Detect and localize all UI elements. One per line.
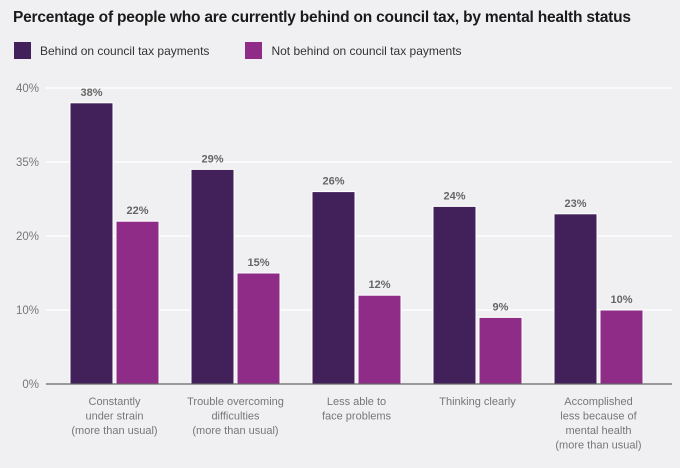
y-tick-label: 40% (16, 83, 39, 95)
legend-item-behind: Behind on council tax payments (14, 42, 209, 59)
x-tick-label: (more than usual) (555, 440, 641, 452)
data-label: 15% (247, 257, 269, 269)
bar-behind (69, 102, 114, 385)
x-tick-label: less because of (560, 411, 637, 423)
bar-behind (190, 168, 235, 385)
data-label: 9% (493, 301, 509, 313)
data-label: 22% (126, 205, 148, 217)
x-tick-label: Trouble overcoming (187, 396, 284, 408)
data-label: 24% (443, 190, 465, 202)
bar-behind (553, 213, 598, 385)
bar-behind (311, 191, 356, 385)
y-tick-label: 35% (16, 157, 39, 169)
y-tick-label: 20% (16, 231, 39, 243)
x-tick-label: Constantly (89, 396, 141, 408)
bar-not-behind (478, 316, 523, 385)
data-label: 29% (201, 153, 223, 165)
x-tick-label: under strain (85, 411, 143, 423)
y-tick-label: 0% (22, 379, 39, 391)
legend-label-behind: Behind on council tax payments (40, 43, 210, 58)
legend: Behind on council tax payments Not behin… (14, 42, 498, 59)
x-tick-label: difficulties (211, 411, 260, 423)
data-label: 26% (322, 176, 344, 188)
legend-swatch-not-behind (245, 42, 263, 59)
y-tick-label: 10% (16, 305, 39, 317)
bar-not-behind (599, 309, 644, 385)
x-tick-label: face problems (322, 411, 392, 423)
x-tick-label: (more than usual) (71, 425, 157, 437)
legend-swatch-behind (14, 42, 31, 59)
bar-not-behind (236, 272, 281, 385)
chart-title: Percentage of people who are currently b… (13, 9, 631, 26)
bar-not-behind (115, 220, 160, 385)
x-tick-label: Accomplished (564, 396, 632, 408)
x-tick-label: mental health (565, 425, 631, 437)
x-tick-label: (more than usual) (192, 425, 278, 437)
legend-label-not-behind: Not behind on council tax payments (271, 43, 462, 58)
data-label: 23% (564, 198, 586, 210)
data-label: 12% (368, 279, 390, 291)
bar-not-behind (357, 294, 402, 385)
data-label: 10% (610, 294, 632, 306)
x-tick-label: Less able to (327, 396, 386, 408)
legend-item-not-behind: Not behind on council tax payments (245, 42, 462, 59)
x-tick-label: Thinking clearly (439, 396, 516, 408)
bar-behind (432, 205, 477, 385)
data-label: 38% (80, 87, 102, 99)
